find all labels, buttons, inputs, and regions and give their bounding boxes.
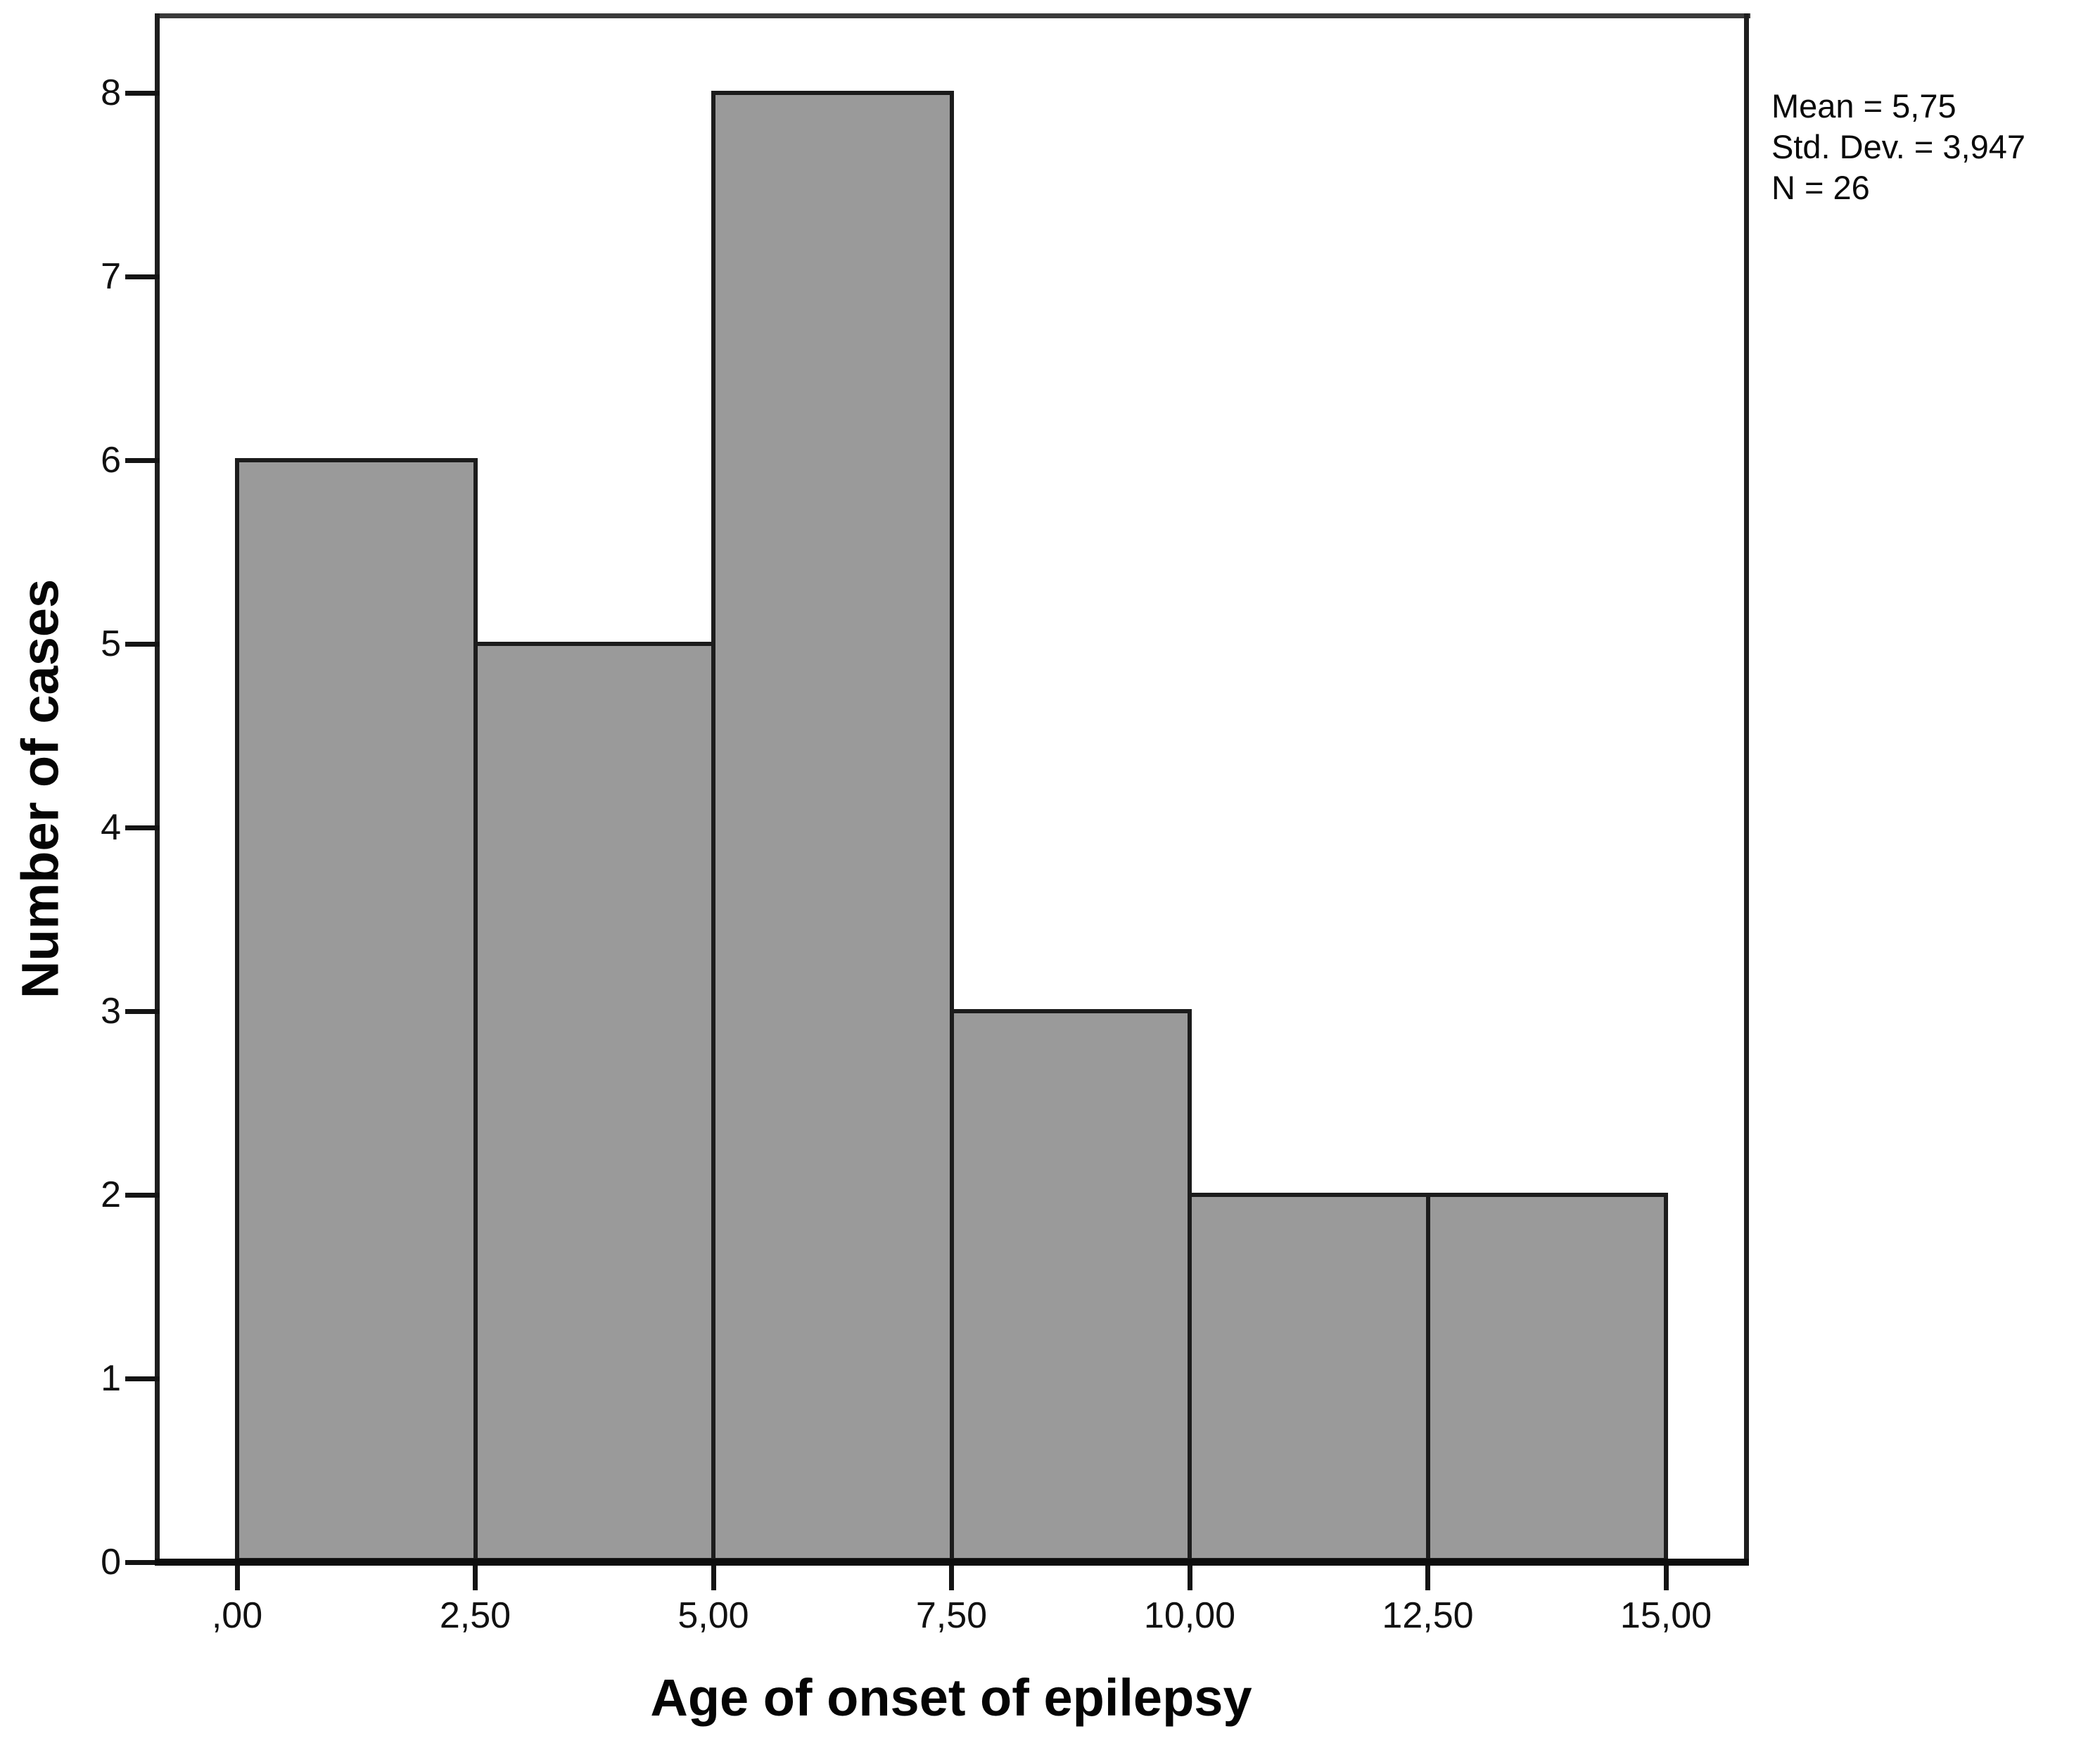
y-axis-tick — [125, 1376, 160, 1381]
x-axis-line — [155, 1559, 1749, 1566]
y-axis-tick-label: 0 — [101, 1542, 121, 1583]
x-axis-tick — [949, 1562, 954, 1590]
y-axis-tick — [125, 1193, 160, 1198]
histogram-bar — [1188, 1193, 1430, 1562]
y-axis-tick-label: 6 — [101, 440, 121, 481]
histogram-bar — [1425, 1193, 1668, 1562]
x-axis-tick — [234, 1562, 240, 1590]
y-axis-tick — [125, 458, 160, 463]
y-axis-tick-label: 5 — [101, 623, 121, 664]
y-axis-tick — [125, 91, 160, 96]
histogram-bar — [711, 91, 954, 1562]
stats-mean: Mean = 5,75 — [1771, 87, 1956, 125]
histogram-bar — [473, 642, 715, 1562]
plot-frame-top-border — [155, 13, 1750, 18]
y-axis-tick — [125, 642, 160, 647]
x-axis-tick — [1187, 1562, 1192, 1590]
plot-frame-right-border — [1744, 13, 1749, 1566]
x-axis-tick-label: 10,00 — [1143, 1595, 1236, 1636]
x-axis-tick — [473, 1562, 478, 1590]
x-axis-tick — [1663, 1562, 1669, 1590]
y-axis-tick-label: 3 — [101, 991, 121, 1032]
y-axis-tick-label: 1 — [101, 1358, 121, 1399]
stats-stddev: Std. Dev. = 3,947 — [1771, 128, 2025, 165]
stats-annotation: Mean = 5,75 Std. Dev. = 3,947 N = 26 — [1771, 86, 2025, 208]
histogram-bar — [949, 1009, 1192, 1562]
y-axis-tick-label: 4 — [101, 807, 121, 848]
stats-n: N = 26 — [1771, 169, 1870, 206]
histogram-bar — [235, 458, 478, 1562]
y-axis-tick — [125, 825, 160, 830]
y-axis-tick — [125, 1560, 160, 1565]
y-axis-tick — [125, 274, 160, 279]
x-axis-title: Age of onset of epilepsy — [650, 1668, 1252, 1727]
x-axis-tick — [1425, 1562, 1430, 1590]
x-axis-tick — [711, 1562, 716, 1590]
x-axis-tick-label: 12,50 — [1382, 1595, 1474, 1636]
y-axis-tick-label: 8 — [101, 72, 121, 113]
x-axis-tick-label: 2,50 — [439, 1595, 511, 1636]
x-axis-tick-label: ,00 — [211, 1595, 263, 1636]
y-axis-tick-label: 7 — [101, 256, 121, 297]
x-axis-tick-label: 7,50 — [915, 1595, 988, 1636]
x-axis-tick-label: 5,00 — [677, 1595, 749, 1636]
y-axis-tick — [125, 1009, 160, 1014]
x-axis-tick-label: 15,00 — [1619, 1595, 1712, 1636]
y-axis-line — [155, 13, 160, 1566]
y-axis-tick-label: 2 — [101, 1174, 121, 1215]
